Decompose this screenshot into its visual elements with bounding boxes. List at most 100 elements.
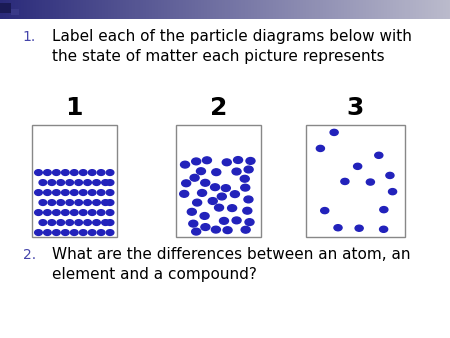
Circle shape (93, 200, 100, 206)
Bar (341, 0, 342, 19)
Bar (206, 0, 207, 19)
Circle shape (232, 217, 241, 224)
Bar (195, 0, 197, 19)
Bar (350, 0, 351, 19)
Circle shape (220, 218, 229, 224)
Circle shape (79, 210, 87, 215)
Bar (345, 0, 347, 19)
Circle shape (375, 152, 383, 158)
Circle shape (380, 207, 388, 213)
Bar (150, 0, 152, 19)
Circle shape (200, 213, 209, 219)
Bar (177, 0, 179, 19)
Bar (140, 0, 141, 19)
Circle shape (341, 178, 349, 185)
Bar (363, 0, 365, 19)
Bar (126, 0, 128, 19)
Circle shape (75, 220, 82, 225)
Circle shape (75, 200, 82, 206)
Circle shape (244, 196, 253, 203)
Circle shape (182, 180, 191, 187)
Circle shape (355, 225, 363, 231)
Bar (216, 0, 218, 19)
Bar (159, 0, 161, 19)
Circle shape (316, 145, 324, 151)
Bar (330, 0, 332, 19)
Circle shape (106, 180, 114, 186)
Circle shape (243, 207, 252, 214)
Bar (35, 0, 36, 19)
Bar (252, 0, 254, 19)
Bar (374, 0, 375, 19)
Bar (296, 0, 297, 19)
Bar (386, 0, 387, 19)
Bar (422, 0, 423, 19)
Bar (162, 0, 164, 19)
Bar (438, 0, 440, 19)
Bar (170, 0, 171, 19)
Bar (222, 0, 224, 19)
Circle shape (221, 185, 230, 192)
Bar (327, 0, 329, 19)
Bar (112, 0, 114, 19)
Bar (217, 0, 220, 19)
Bar (54, 0, 56, 19)
Bar (240, 0, 242, 19)
Circle shape (44, 230, 51, 235)
Bar (207, 0, 209, 19)
Bar (343, 0, 346, 19)
Bar (197, 0, 198, 19)
Bar (243, 0, 245, 19)
Bar (96, 0, 98, 19)
Bar (176, 0, 177, 19)
Circle shape (97, 230, 105, 235)
Circle shape (84, 220, 91, 225)
Circle shape (102, 200, 109, 206)
Circle shape (102, 180, 109, 186)
Bar (105, 0, 107, 19)
Bar (123, 0, 125, 19)
Bar (17, 0, 18, 19)
Bar (300, 0, 302, 19)
Bar (76, 0, 78, 19)
Circle shape (35, 210, 42, 215)
Bar (26, 0, 27, 19)
Circle shape (241, 184, 250, 191)
Bar (37, 0, 40, 19)
Circle shape (334, 225, 342, 231)
Circle shape (62, 230, 69, 235)
Bar (276, 0, 278, 19)
Bar (255, 0, 257, 19)
Text: Label each of the particle diagrams below with
the state of matter each picture : Label each of the particle diagrams belo… (52, 29, 412, 64)
Bar (12, 0, 14, 19)
Bar (400, 0, 402, 19)
Bar (134, 0, 135, 19)
Bar (148, 0, 150, 19)
Bar (318, 0, 320, 19)
Bar (30, 0, 32, 19)
Bar (89, 0, 90, 19)
Circle shape (244, 166, 253, 173)
Bar (171, 0, 173, 19)
Bar (332, 0, 333, 19)
Bar (244, 0, 247, 19)
Bar (334, 0, 337, 19)
Bar (360, 0, 362, 19)
Circle shape (187, 209, 196, 215)
Bar (433, 0, 436, 19)
Bar (249, 0, 251, 19)
Bar (176, 125, 261, 237)
Circle shape (97, 190, 105, 195)
Bar (127, 0, 130, 19)
Bar (449, 0, 450, 19)
Circle shape (230, 191, 239, 197)
Bar (233, 0, 234, 19)
Bar (375, 0, 377, 19)
Bar (426, 0, 428, 19)
Bar (446, 0, 447, 19)
Circle shape (97, 170, 105, 175)
Bar (219, 0, 221, 19)
Bar (68, 0, 69, 19)
Bar (81, 0, 83, 19)
Circle shape (102, 220, 109, 225)
